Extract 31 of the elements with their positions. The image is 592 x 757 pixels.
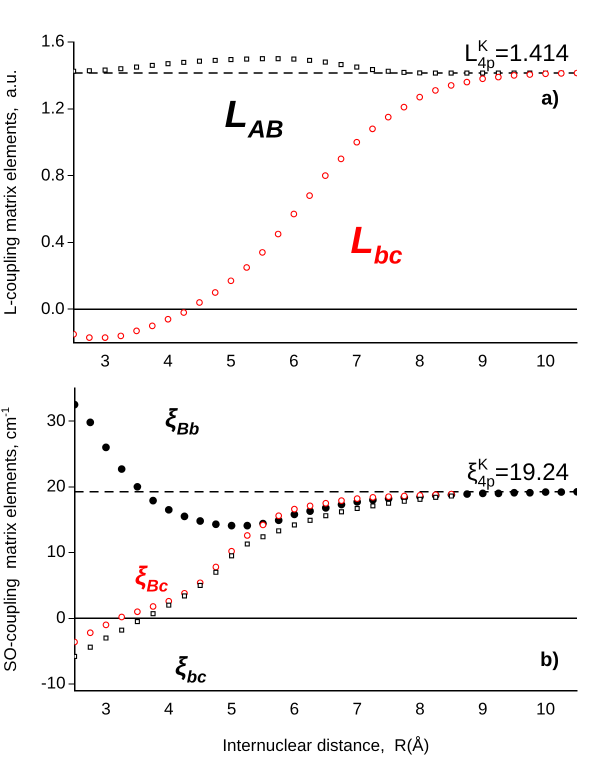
x-tick-label: 8 (414, 351, 424, 370)
x-tick-label: 6 (290, 699, 300, 718)
y-tick-label: 0.8 (40, 165, 65, 184)
y-tick-label: 0.4 (40, 232, 65, 252)
annotation: b) (540, 648, 559, 671)
y-tick-label: -10 (40, 674, 66, 693)
x-tick-label: 9 (478, 699, 488, 718)
y-tick-label: 10 (46, 542, 66, 562)
x-tick-label: 4 (163, 351, 173, 370)
x-tick-label: 5 (226, 699, 236, 718)
y-tick-label: 20 (46, 476, 66, 496)
x-tick-label: 7 (352, 351, 362, 370)
x-tick-label: 6 (289, 351, 299, 370)
y-axis-title: L-coupling matrix elements, a.u. (1, 69, 20, 316)
x-tick-label: 8 (415, 699, 425, 718)
x-tick-label: 10 (536, 699, 556, 718)
x-tick-label: 3 (101, 699, 111, 718)
x-tick-label: 10 (536, 351, 555, 370)
x-tick-label: 7 (352, 699, 362, 718)
annotation: a) (541, 88, 559, 110)
y-tick-label: 0.0 (40, 298, 65, 318)
y-axis-title: SO-coupling matrix elements, cm-1 (0, 406, 20, 672)
y-tick-label: 1.6 (40, 32, 65, 51)
x-axis-title: Internuclear distance, R(Å) (222, 736, 430, 755)
y-tick-label: 1.2 (40, 98, 65, 118)
x-tick-label: 3 (100, 351, 110, 370)
x-tick-label: 4 (164, 699, 174, 718)
x-tick-label: 5 (226, 351, 236, 370)
y-tick-label: 30 (46, 410, 66, 430)
x-tick-label: 9 (478, 351, 488, 370)
y-tick-label: 0 (56, 608, 66, 627)
